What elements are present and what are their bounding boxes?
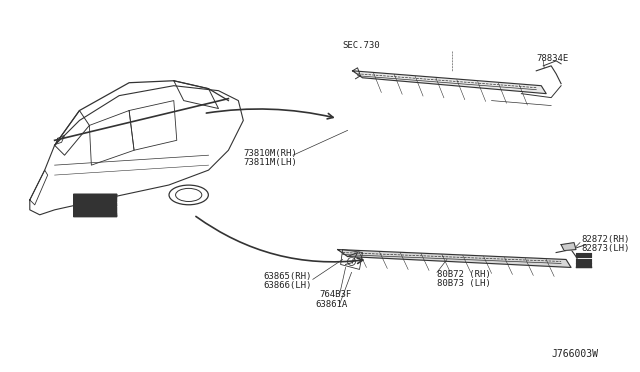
Text: 78834E: 78834E — [536, 54, 568, 63]
Text: 63865(RH): 63865(RH) — [263, 272, 312, 281]
Text: 82873(LH): 82873(LH) — [581, 244, 629, 253]
Text: 80B73 (LH): 80B73 (LH) — [437, 279, 491, 288]
Text: J766003W: J766003W — [551, 349, 598, 359]
Text: 73810M(RH): 73810M(RH) — [243, 149, 297, 158]
Text: 73811M(LH): 73811M(LH) — [243, 158, 297, 167]
Polygon shape — [338, 250, 571, 267]
Polygon shape — [561, 243, 576, 251]
Text: 63861A: 63861A — [316, 300, 348, 309]
Text: 80B72 (RH): 80B72 (RH) — [437, 270, 491, 279]
Text: 82872(RH): 82872(RH) — [581, 235, 629, 244]
Text: SEC.730: SEC.730 — [342, 41, 380, 51]
Text: 764B3F: 764B3F — [320, 290, 352, 299]
Polygon shape — [353, 71, 546, 94]
Text: 63866(LH): 63866(LH) — [263, 281, 312, 290]
